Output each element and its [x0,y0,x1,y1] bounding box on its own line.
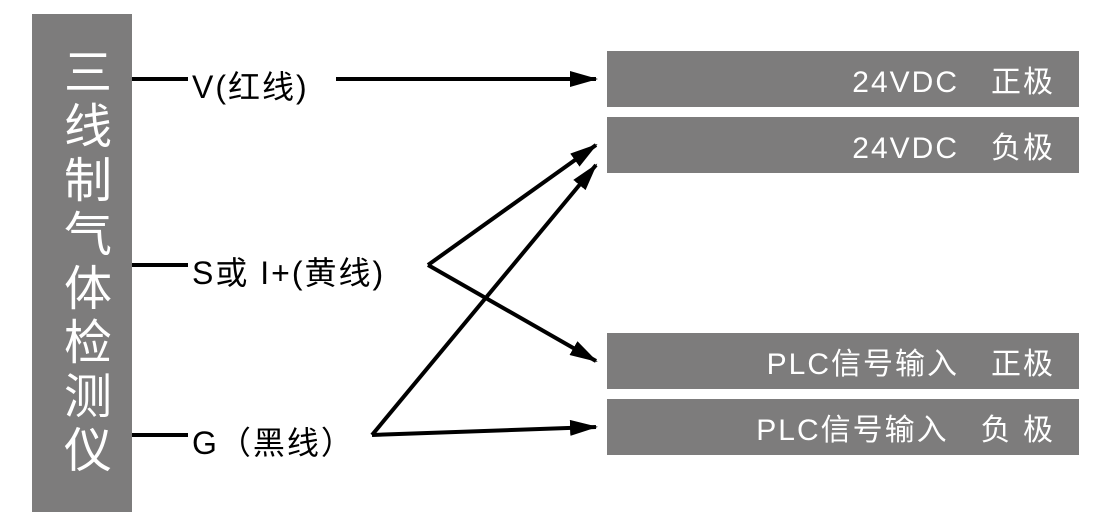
left-device-label: 三线制气体检测仪 [47,47,117,479]
box-plc-pos-label: PLC信号输入 正极 [767,339,1055,383]
wire-label-s: S或 I+(黄线) [192,248,385,294]
box-vdc-neg: 24VDC 负极 [607,117,1079,173]
box-vdc-pos: 24VDC 正极 [607,51,1079,107]
wire-label-g: G（黑线） [192,418,355,464]
arrow-line [428,145,596,265]
box-vdc-neg-label: 24VDC 负极 [852,123,1055,167]
box-vdc-pos-label: 24VDC 正极 [852,57,1055,101]
arrow-line [372,165,596,435]
wire-label-v: V(红线) [192,62,309,108]
tick-v [132,77,188,81]
box-plc-pos: PLC信号输入 正极 [607,333,1079,389]
box-plc-neg-label: PLC信号输入 负 极 [756,405,1055,449]
tick-s [132,263,188,267]
arrow-line [372,427,596,435]
box-plc-neg: PLC信号输入 负 极 [607,399,1079,455]
tick-g [132,433,188,437]
left-device-box: 三线制气体检测仪 [32,14,132,512]
arrow-line [428,265,596,361]
